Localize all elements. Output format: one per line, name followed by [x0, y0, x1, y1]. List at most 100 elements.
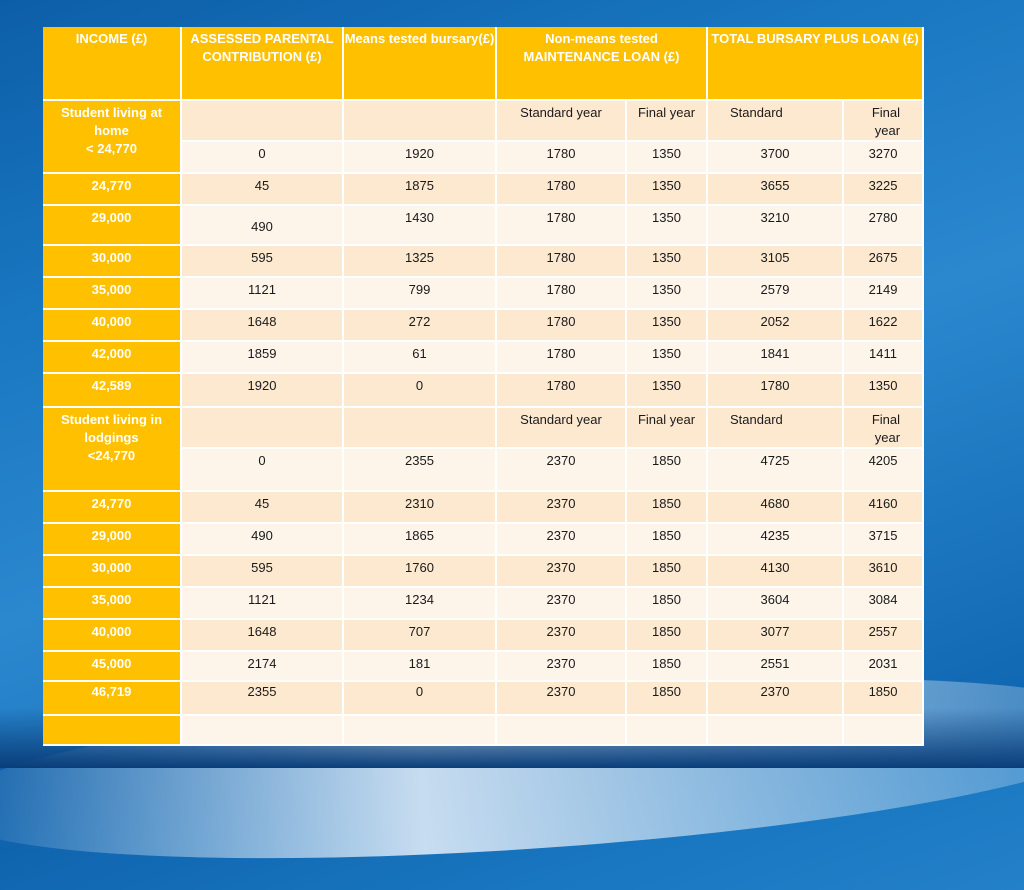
empty-cell	[496, 715, 627, 746]
cell-income: 42,000	[43, 341, 182, 374]
cell-loan-standard: 2370	[496, 651, 627, 682]
cell-total-standard: 2579	[707, 277, 845, 310]
cell-loan-standard: 1780	[496, 373, 627, 408]
table-row: 29,000 490 1430 1780 1350 3210 2780	[43, 205, 925, 246]
header-parental-contribution: ASSESSED PARENTAL CONTRIBUTION (£)	[181, 27, 344, 101]
cell-parental-contribution: 45	[181, 173, 344, 206]
cell-loan-final: 1350	[626, 245, 709, 278]
lodgings-label-title: Student living in lodgings	[60, 412, 163, 445]
home-label-income: < 24,770	[86, 141, 137, 156]
cell-loan-standard: 1780	[496, 277, 627, 310]
cell-income: 24,770	[43, 173, 182, 206]
cell-total-final: 3610	[843, 555, 925, 588]
home-label-title: Student living at home	[60, 105, 163, 138]
table-row: 29,000 490 1865 2370 1850 4235 3715	[43, 523, 925, 556]
header-maintenance-loan: Non-means tested MAINTENANCE LOAN (£)	[496, 27, 709, 101]
cell-bursary: 1920	[343, 141, 497, 174]
header-means-tested-bursary: Means tested bursary(£)	[343, 27, 497, 101]
cell-income: 40,000	[43, 309, 182, 342]
cell-bursary: 1234	[343, 587, 497, 620]
cell-parental-contribution: 0	[181, 448, 344, 492]
cell-total-final: 2780	[843, 205, 925, 246]
header-row: INCOME (£) ASSESSED PARENTAL CONTRIBUTIO…	[43, 27, 925, 101]
cell-total-standard: 4130	[707, 555, 845, 588]
lodgings-section-label: Student living in lodgings <24,770	[43, 407, 182, 492]
cell-loan-final: 1850	[626, 681, 709, 716]
cell-parental-contribution: 595	[181, 555, 344, 588]
cell-total-final: 2675	[843, 245, 925, 278]
cell-total-standard: 1780	[707, 373, 845, 408]
cell-total-standard: 3210	[707, 205, 845, 246]
cell-income: 45,000	[43, 651, 182, 682]
cell-income: 40,000	[43, 619, 182, 652]
cell-parental-contribution: 0	[181, 141, 344, 174]
cell-total-standard: 3700	[707, 141, 845, 174]
table-row: 45,000 2174 181 2370 1850 2551 2031	[43, 651, 925, 682]
cell-total-standard: 2551	[707, 651, 845, 682]
header-income: INCOME (£)	[43, 27, 182, 101]
cell-total-final: 3084	[843, 587, 925, 620]
cell-total-standard: 3655	[707, 173, 845, 206]
cell-loan-final: 1850	[626, 491, 709, 524]
cell-loan-final: 1850	[626, 651, 709, 682]
cell-bursary: 1760	[343, 555, 497, 588]
table-row: 42,589 1920 0 1780 1350 1780 1350	[43, 373, 925, 408]
cell-income: 30,000	[43, 555, 182, 588]
cell-parental-contribution: 490	[181, 523, 344, 556]
cell-loan-standard: 1780	[496, 341, 627, 374]
empty-cell	[707, 715, 845, 746]
cell-loan-final: 1350	[626, 277, 709, 310]
cell-parental-contribution: 45	[181, 491, 344, 524]
cell-loan-standard: 1780	[496, 309, 627, 342]
lodgings-sub-total-final: Final year	[843, 407, 925, 449]
cell-bursary: 0	[343, 681, 497, 716]
cell-parental-contribution: 1920	[181, 373, 344, 408]
cell-loan-final: 1350	[626, 173, 709, 206]
cell-bursary: 0	[343, 373, 497, 408]
cell-bursary: 1875	[343, 173, 497, 206]
cell-loan-final: 1350	[626, 309, 709, 342]
cell-loan-final: 1850	[626, 555, 709, 588]
empty-cell	[181, 407, 344, 449]
cell-total-final: 2557	[843, 619, 925, 652]
cell-bursary: 181	[343, 651, 497, 682]
cell-total-standard: 3604	[707, 587, 845, 620]
cell-total-final: 3225	[843, 173, 925, 206]
cell-income: 35,000	[43, 587, 182, 620]
cell-loan-standard: 1780	[496, 141, 627, 174]
cell-loan-standard: 2370	[496, 619, 627, 652]
cell-loan-final: 1350	[626, 373, 709, 408]
empty-cell	[181, 715, 344, 746]
cell-total-final: 1411	[843, 341, 925, 374]
home-subheader-row: Student living at home < 24,770 Standard…	[43, 100, 925, 174]
cell-loan-final: 1350	[626, 341, 709, 374]
cell-bursary: 799	[343, 277, 497, 310]
cell-income: 30,000	[43, 245, 182, 278]
lodgings-label-income: <24,770	[87, 448, 136, 463]
cell-loan-standard: 1780	[496, 205, 627, 246]
home-sub-total-final: Final year	[843, 100, 925, 142]
cell-total-final: 1622	[843, 309, 925, 342]
cell-loan-standard: 2370	[496, 681, 627, 716]
lodgings-sub-total-standard: Standard	[707, 407, 845, 449]
table-row: 0 2355 2370 1850 4725 4205	[43, 448, 925, 492]
table-row: 40,000 1648 272 1780 1350 2052 1622	[43, 309, 925, 342]
cell-income: 35,000	[43, 277, 182, 310]
table-row: 0 1920 1780 1350 3700 3270	[43, 141, 925, 174]
cell-total-final: 1850	[843, 681, 925, 716]
cell-income: 29,000	[43, 523, 182, 556]
cell-loan-standard: 2370	[496, 448, 627, 492]
cell-total-standard: 2370	[707, 681, 845, 716]
cell-parental-contribution: 595	[181, 245, 344, 278]
cell-loan-final: 1350	[626, 141, 709, 174]
empty-cell	[626, 715, 709, 746]
empty-row	[43, 715, 925, 746]
cell-parental-contribution: 2174	[181, 651, 344, 682]
cell-parental-contribution: 2355	[181, 681, 344, 716]
empty-cell	[181, 100, 344, 142]
cell-bursary: 272	[343, 309, 497, 342]
cell-loan-standard: 2370	[496, 587, 627, 620]
cell-loan-final: 1850	[626, 619, 709, 652]
cell-loan-final: 1350	[626, 205, 709, 246]
cell-loan-final: 1850	[626, 587, 709, 620]
